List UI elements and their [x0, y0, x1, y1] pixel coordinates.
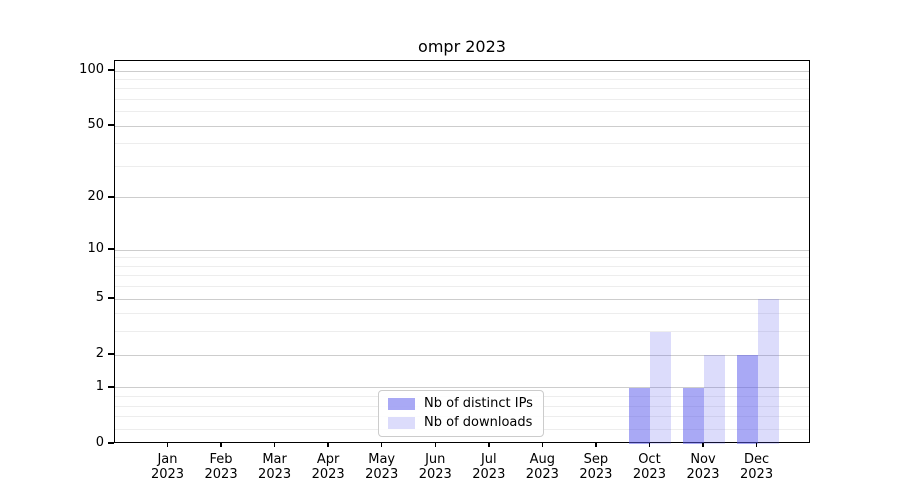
- bar-downloads-oct: [650, 331, 672, 444]
- y-tick-mark: [108, 442, 114, 444]
- x-tick-mark: [273, 443, 276, 447]
- x-tick-year: 2023: [311, 467, 345, 482]
- gridline-minor: [115, 98, 809, 100]
- x-tick-month: Aug: [529, 452, 556, 467]
- x-tick-month: Apr: [316, 452, 340, 467]
- legend-swatch-distinct-ips: [388, 398, 415, 410]
- gridline-major: [115, 197, 809, 199]
- x-tick-year: 2023: [686, 467, 720, 482]
- y-tick-mark: [108, 297, 114, 299]
- gridline-minor: [115, 331, 809, 333]
- x-tick-label: Apr 2023: [296, 452, 360, 482]
- gridline-major: [115, 387, 809, 389]
- bar-distinct-ips-oct: [629, 387, 651, 444]
- legend-label-downloads: Nb of downloads: [424, 415, 533, 430]
- y-tick-label: 50: [87, 117, 104, 133]
- x-tick-month: Jun: [425, 452, 446, 467]
- x-tick-mark: [702, 443, 704, 447]
- y-tick-label: 20: [87, 188, 104, 204]
- x-tick-month: Feb: [209, 452, 233, 467]
- y-tick-mark: [108, 124, 114, 126]
- y-tick-mark: [108, 248, 114, 250]
- legend-label-distinct-ips: Nb of distinct IPs: [424, 396, 533, 411]
- legend-swatch-downloads: [388, 417, 415, 429]
- y-tick-mark: [108, 353, 114, 355]
- gridline-minor: [115, 265, 809, 267]
- x-tick-month: Nov: [690, 452, 716, 467]
- gridline-minor: [115, 257, 809, 259]
- x-tick-month: May: [368, 452, 396, 467]
- x-tick-year: 2023: [525, 467, 559, 482]
- x-tick-label: Jan 2023: [136, 452, 200, 482]
- gridline-major: [115, 125, 809, 127]
- y-tick-mark: [108, 196, 114, 198]
- x-tick-month: Mar: [262, 452, 287, 467]
- y-tick-label: 2: [95, 346, 104, 362]
- legend-item-downloads: Nb of downloads: [388, 416, 534, 430]
- x-tick-label: Jul 2023: [457, 452, 521, 482]
- x-tick-mark: [327, 443, 329, 447]
- gridline-minor: [115, 275, 809, 277]
- x-tick-year: 2023: [204, 467, 238, 482]
- gridline-major: [115, 354, 809, 356]
- x-tick-mark: [220, 443, 222, 447]
- x-tick-label: Mar 2023: [243, 452, 307, 482]
- y-tick-label: 5: [95, 290, 104, 306]
- gridline-minor: [115, 143, 809, 145]
- x-tick-month: Jan: [157, 452, 178, 467]
- gridline-major: [115, 70, 809, 72]
- plot-area: [114, 60, 810, 444]
- gridline-minor: [115, 78, 809, 80]
- bar-distinct-ips-nov: [683, 387, 704, 444]
- gridline-minor: [115, 313, 809, 315]
- bar-downloads-dec: [757, 299, 779, 444]
- x-tick-year: 2023: [150, 467, 185, 482]
- legend-item-distinct-ips: Nb of distinct IPs: [388, 397, 534, 411]
- gridline-major: [115, 249, 809, 251]
- x-tick-year: 2023: [258, 467, 292, 482]
- x-tick-mark: [488, 443, 490, 447]
- x-tick-label: Nov 2023: [671, 452, 735, 482]
- x-tick-year: 2023: [632, 467, 666, 482]
- x-tick-year: 2023: [472, 467, 506, 482]
- x-tick-year: 2023: [365, 467, 399, 482]
- y-tick-label: 0: [95, 435, 104, 450]
- x-tick-year: 2023: [418, 467, 452, 482]
- x-tick-year: 2023: [579, 467, 613, 482]
- y-tick-label: 10: [87, 241, 104, 257]
- legend: Nb of distinct IPs Nb of downloads: [378, 390, 544, 437]
- x-tick-mark: [595, 443, 597, 447]
- x-tick-month: Jul: [480, 452, 497, 467]
- bar-distinct-ips-dec: [736, 355, 758, 444]
- bar-downloads-nov: [704, 355, 725, 444]
- x-tick-mark: [648, 443, 651, 447]
- x-tick-label: Feb 2023: [189, 452, 253, 482]
- chart-title: ompr 2023: [418, 37, 506, 56]
- gridline-minor: [115, 88, 809, 90]
- x-tick-mark: [434, 443, 436, 447]
- y-tick-mark: [108, 386, 114, 388]
- gridline-major: [115, 298, 809, 300]
- x-tick-label: Oct 2023: [617, 452, 681, 482]
- y-tick-label: 100: [79, 62, 104, 77]
- x-tick-month: Oct: [638, 452, 661, 467]
- x-tick-label: Dec 2023: [725, 452, 789, 482]
- x-tick-mark: [380, 443, 383, 447]
- x-tick-label: Sep 2023: [564, 452, 628, 482]
- x-tick-label: Aug 2023: [510, 452, 574, 482]
- x-tick-mark: [541, 443, 544, 447]
- x-tick-mark: [755, 443, 758, 447]
- x-tick-mark: [166, 443, 169, 447]
- x-tick-year: 2023: [740, 467, 774, 482]
- gridline-minor: [115, 286, 809, 288]
- x-tick-label: May 2023: [350, 452, 414, 482]
- x-tick-label: Jun 2023: [403, 452, 467, 482]
- gridline-minor: [115, 165, 809, 167]
- x-tick-month: Dec: [743, 452, 770, 467]
- y-tick-mark: [108, 69, 114, 71]
- y-tick-label: 1: [95, 378, 104, 394]
- x-tick-month: Sep: [583, 452, 609, 467]
- gridline-minor: [115, 111, 809, 113]
